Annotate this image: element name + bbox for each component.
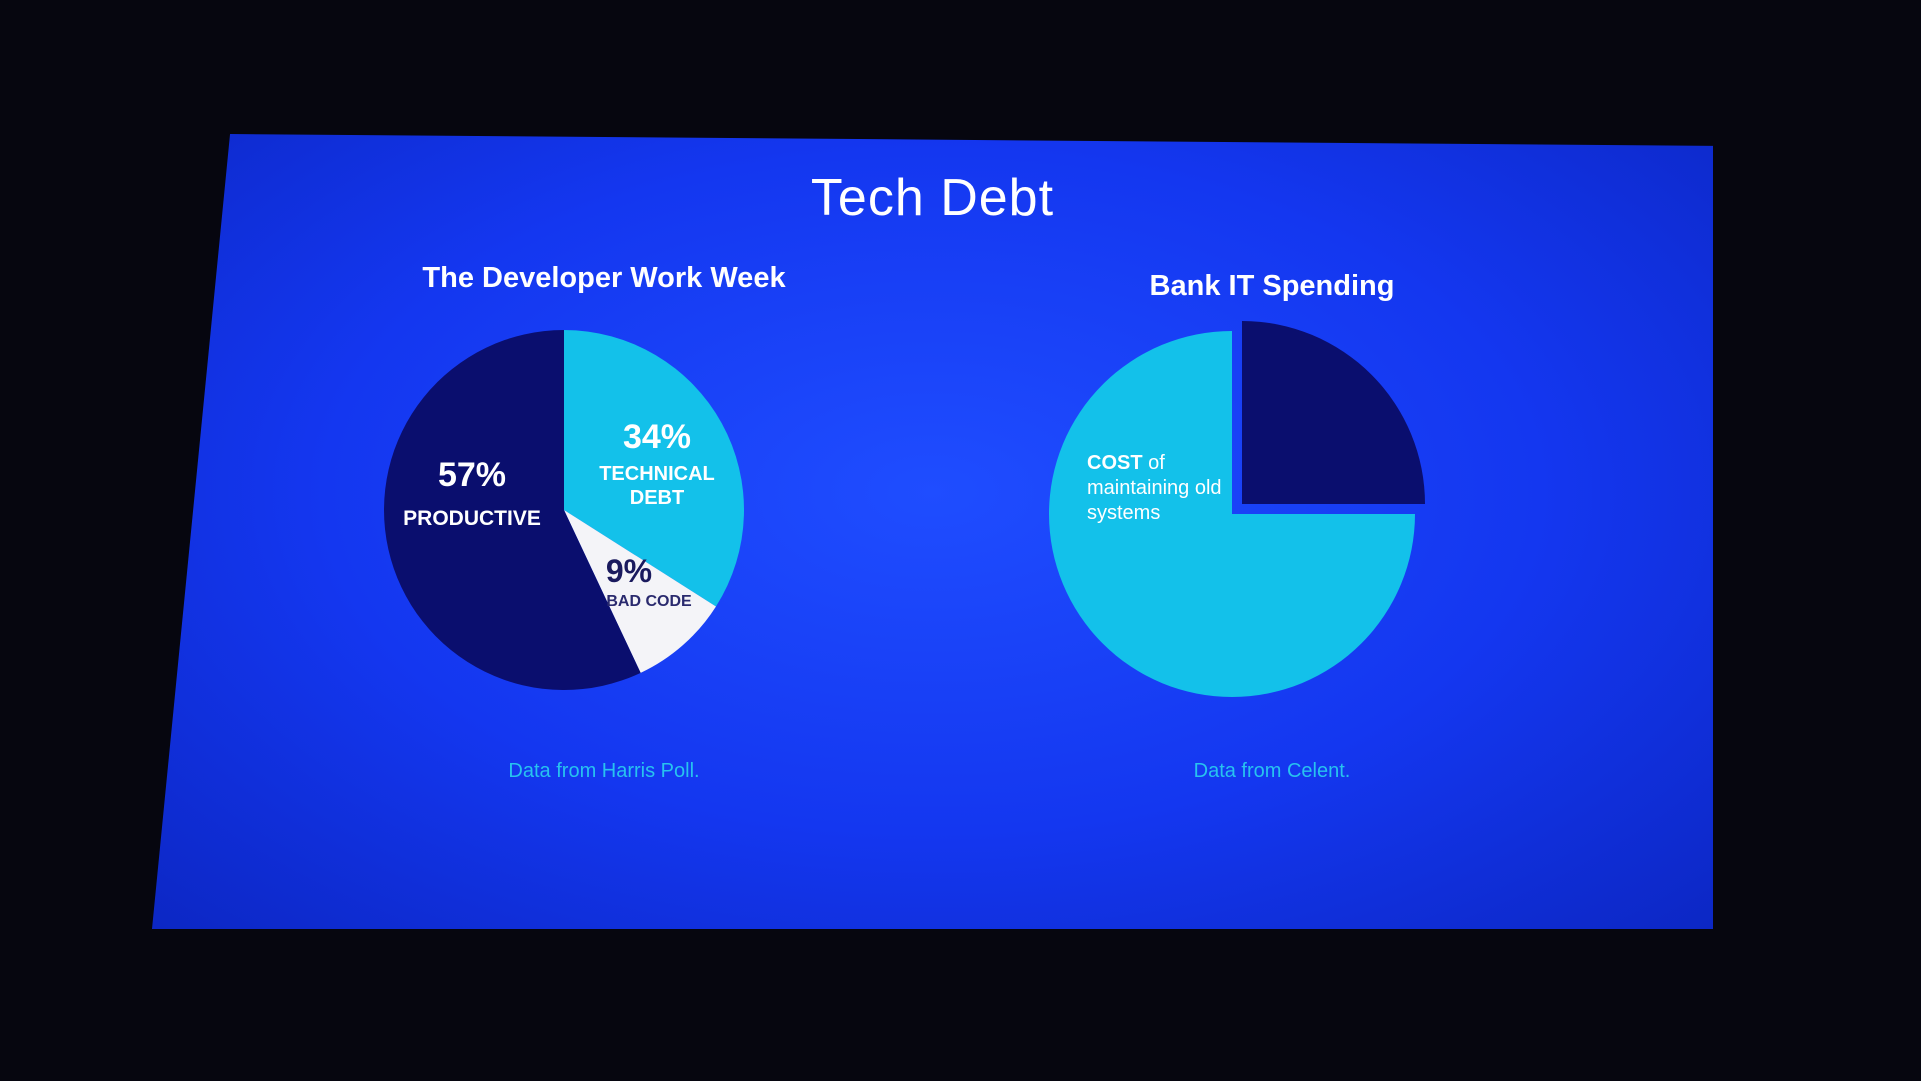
slice-value-productive: 57% <box>438 456 506 494</box>
presentation-screen: Tech Debt The Developer Work Week Bank I… <box>152 134 1713 929</box>
pie-slice-0 <box>1049 331 1415 697</box>
slice-label-technical-debt-line-1: TECHNICAL <box>599 463 715 485</box>
slice-value-technical-debt: 34% <box>623 418 691 456</box>
slice-label-cost-line-2: maintaining old <box>1087 477 1222 499</box>
pie-chart-bank-it-spending: COST of maintaining old systems <box>1049 321 1425 697</box>
slice-value-bad-code: 9% <box>606 553 652 589</box>
source-note-harris-poll: Data from Harris Poll. <box>508 760 700 782</box>
pie-slice-0 <box>384 330 641 690</box>
slice-label-productive: PRODUCTIVE <box>403 507 541 530</box>
slice-label-bad-code: BAD CODE <box>606 593 692 610</box>
pie-slice-1 <box>564 330 744 607</box>
chart-title-developer-work-week: The Developer Work Week <box>422 262 786 294</box>
pie-slice-1 <box>1242 321 1425 504</box>
slice-label-cost-line-1: COST of <box>1087 452 1165 474</box>
pie-slice-2 <box>564 510 716 673</box>
source-note-celent: Data from Celent. <box>1193 760 1351 782</box>
slide-title: Tech Debt <box>810 169 1055 227</box>
slice-label-cost-line-3: systems <box>1087 502 1160 524</box>
slice-label-technical-debt-line-2: DEBT <box>630 487 684 509</box>
chart-title-bank-it-spending: Bank IT Spending <box>1149 270 1395 302</box>
